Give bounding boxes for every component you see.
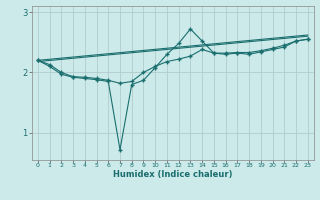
X-axis label: Humidex (Indice chaleur): Humidex (Indice chaleur) bbox=[113, 170, 233, 179]
